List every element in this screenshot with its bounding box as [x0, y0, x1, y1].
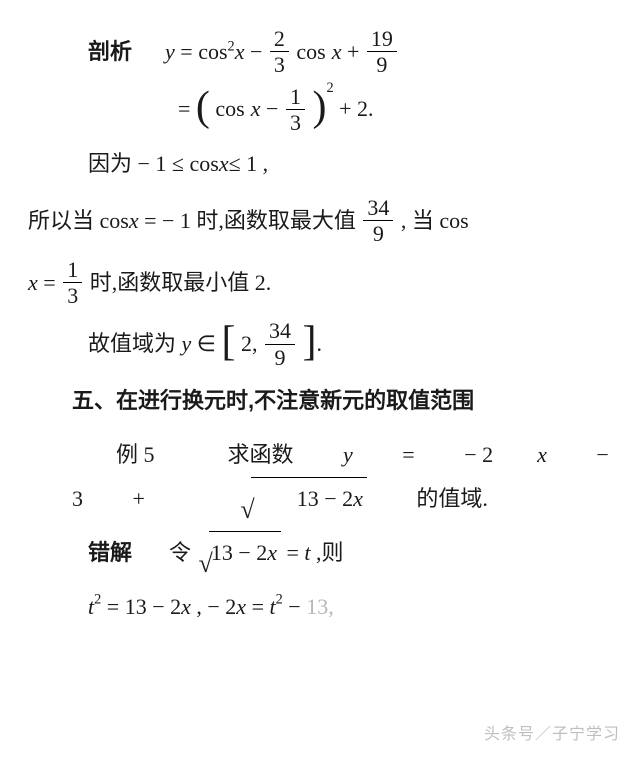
paren-right: ) — [312, 86, 326, 128]
sqrt-13-2x: √13 − 2x — [152, 477, 366, 520]
frac-34-9b: 349 — [265, 318, 295, 370]
frac-1-3b: 13 — [63, 257, 82, 309]
frac-1-3: 13 — [286, 84, 305, 136]
sqrt-13-2x-b: √13 − 2x — [199, 531, 281, 574]
wrong-line-2: t2 = 13 − 2x , − 2x = t2 − 13, — [28, 584, 612, 628]
bracket-left: [ — [221, 321, 235, 363]
range-line: 故值域为 y ∈ [ 2, 349 ]. — [28, 318, 612, 370]
bracket-right: ] — [302, 321, 316, 363]
paren-left: ( — [196, 86, 210, 128]
frac-2-3: 23 — [270, 26, 289, 78]
because-line: 因为 − 1 ≤ cos x ≤ 1 , — [28, 141, 612, 185]
analysis-line-2: = ( cosx − 13 )2 + 2. — [28, 84, 612, 136]
so-line-2: x = 13 时,函数取最小值 2. — [28, 257, 612, 309]
example-label: 例 5 — [72, 434, 155, 476]
frac-19-9: 199 — [367, 26, 397, 78]
cos-sq: cos2 — [198, 31, 234, 73]
analysis-line-1: 剖析 y = cos2x − 23 cosx + 199 — [28, 26, 612, 78]
frac-34-9: 349 — [363, 195, 393, 247]
so-line-1: 所以当 cos x = − 1 时,函数取最大值 349 , 当 cos — [28, 195, 612, 247]
watermark: 头条号／子宁学习 — [484, 720, 620, 750]
section-5-heading: 五、在进行换元时,不注意新元的取值范围 — [28, 380, 612, 422]
var-y: y — [165, 31, 175, 73]
wrong-line-1: 错解 令 √13 − 2x = t ,则 — [28, 530, 612, 574]
eq-sign: = — [180, 31, 192, 73]
example-5: 例 5 求函数 y = − 2x − 3 + √13 − 2x 的值域. — [28, 432, 612, 520]
analysis-label: 剖析 — [88, 31, 132, 73]
wrong-label: 错解 — [88, 532, 132, 574]
